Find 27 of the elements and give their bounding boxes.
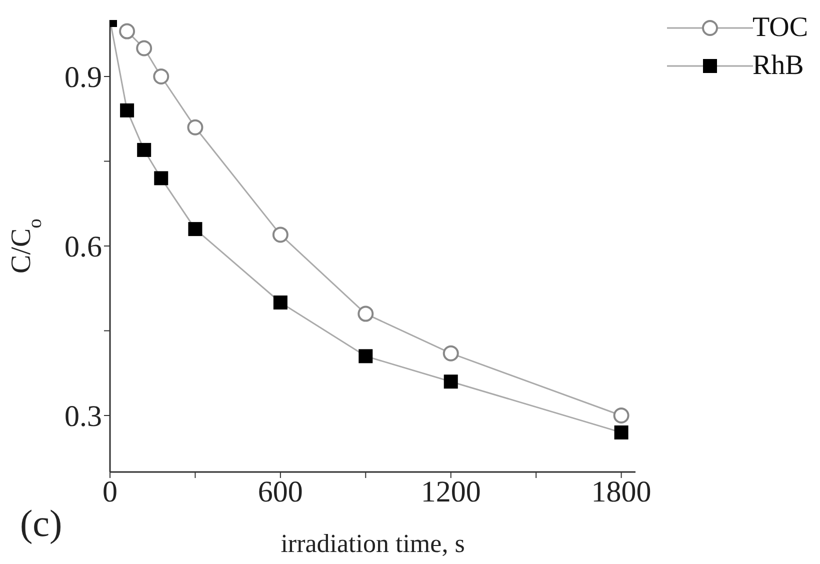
point: [273, 296, 288, 310]
y-tick-label: 0.6: [64, 230, 102, 264]
point: [120, 103, 134, 118]
legend-label: RhB: [752, 50, 804, 82]
point: [137, 142, 152, 157]
point: [136, 40, 152, 56]
point: [442, 345, 459, 362]
point: [187, 119, 204, 136]
legend-label: TOC: [752, 12, 808, 44]
point: [444, 374, 458, 389]
x-tick-label: 0: [102, 475, 118, 508]
x-tick-label: 1200: [420, 475, 481, 508]
point: [272, 226, 288, 243]
text: (c): [20, 503, 62, 545]
point: [154, 171, 168, 186]
point: [613, 408, 630, 424]
point: [119, 23, 136, 40]
point: [358, 306, 374, 322]
point: [153, 68, 170, 84]
x-tick-label: 1800: [591, 475, 652, 508]
y-tick-label: 0.9: [64, 61, 102, 94]
y-tick-label: 0.3: [64, 400, 102, 434]
point: [188, 222, 202, 236]
point: [358, 349, 373, 364]
point: [614, 425, 628, 440]
x-tick-label: 600: [258, 475, 303, 508]
x-axis-title: irradiation time, s: [280, 529, 465, 558]
